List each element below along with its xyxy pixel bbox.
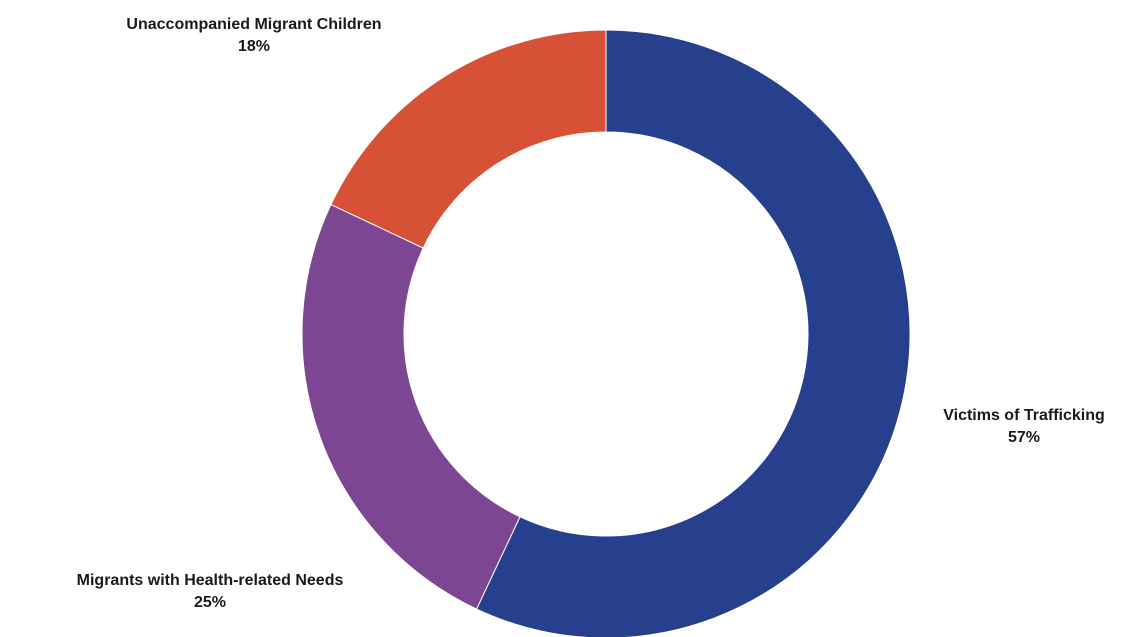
slice-label-victims-of-trafficking: Victims of Trafficking 57%	[943, 405, 1105, 449]
slice-name: Victims of Trafficking	[943, 407, 1105, 424]
slice-percent: 57%	[1007, 429, 1041, 446]
slice-unaccompanied-migrant-children	[330, 29, 607, 249]
slice-migrants-with-health-related-needs	[301, 203, 521, 610]
slice-name: Unaccompanied Migrant Children	[126, 16, 382, 33]
slice-percent: 25%	[193, 594, 227, 611]
slice-victims-of-trafficking	[475, 29, 911, 637]
slice-label-unaccompanied-migrant-children: Unaccompanied Migrant Children 18%	[126, 14, 381, 58]
slice-percent: 18%	[237, 38, 271, 55]
slice-name: Migrants with Health-related Needs	[76, 572, 344, 589]
slice-label-migrants-with-health-related-needs: Migrants with Health-related Needs 25%	[77, 570, 344, 614]
